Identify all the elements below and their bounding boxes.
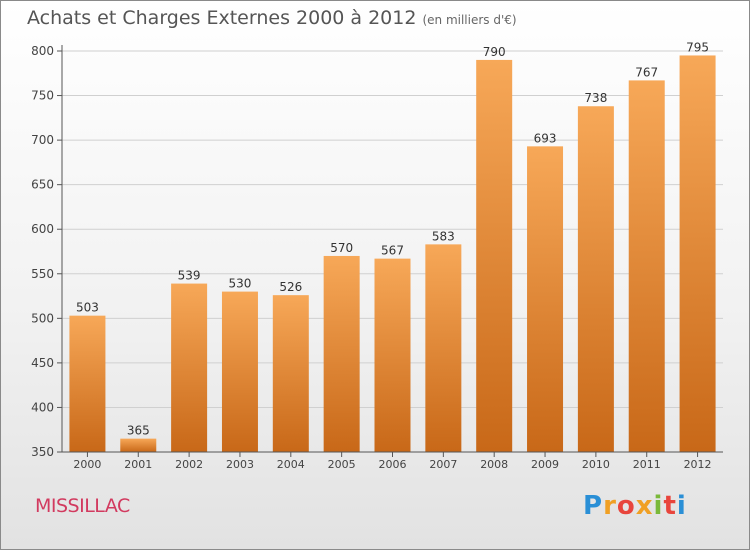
x-tick-label: 2012	[684, 458, 712, 471]
x-tick-label: 2011	[633, 458, 661, 471]
data-label: 539	[178, 269, 201, 283]
axes	[61, 45, 723, 453]
x-tick-label: 2000	[73, 458, 101, 471]
data-label: 583	[432, 229, 455, 243]
y-tick-label: 600	[31, 222, 54, 236]
x-tick-label: 2006	[379, 458, 407, 471]
x-tick-label: 2002	[175, 458, 203, 471]
x-tick-label: 2010	[582, 458, 610, 471]
y-tick-label: 750	[31, 89, 54, 103]
y-tick-label: 550	[31, 267, 54, 281]
bar	[679, 55, 716, 452]
data-label: 795	[686, 40, 709, 54]
chart-title: Achats et Charges Externes 2000 à 2012 (e…	[27, 7, 517, 29]
bars	[69, 55, 716, 453]
bar	[374, 258, 411, 452]
x-tick-label: 2008	[480, 458, 508, 471]
data-label: 530	[229, 277, 252, 291]
data-label: 738	[584, 91, 607, 105]
data-label: 526	[279, 280, 302, 294]
x-tick-label: 2007	[429, 458, 457, 471]
y-axis-ticks: 350 400 450 500 550 600 650 700 750 800	[31, 44, 62, 459]
bar	[527, 146, 564, 453]
data-label: 567	[381, 244, 404, 258]
bar	[69, 315, 106, 452]
bar	[577, 106, 614, 452]
y-tick-label: 800	[31, 44, 54, 58]
y-tick-label: 650	[31, 178, 54, 192]
bar	[272, 295, 309, 452]
x-tick-label: 2003	[226, 458, 254, 471]
x-tick-label: 2009	[531, 458, 559, 471]
chart-title-text: Achats et Charges Externes 2000 à 2012	[27, 7, 417, 29]
y-tick-label: 500	[31, 311, 54, 325]
bar	[323, 255, 360, 452]
y-tick-label: 450	[31, 356, 54, 370]
y-tick-label: 400	[31, 400, 54, 414]
y-tick-label: 700	[31, 133, 54, 147]
bar	[221, 291, 258, 452]
bar	[171, 283, 208, 452]
data-label: 790	[483, 45, 506, 59]
data-label: 693	[534, 131, 557, 145]
data-label: 767	[635, 65, 658, 79]
bar	[628, 80, 665, 452]
data-label: 570	[330, 241, 353, 255]
x-tick-label: 2004	[277, 458, 305, 471]
data-labels: 503 365 539 530 526 570 567 583 790 693 738 767 795	[76, 40, 709, 437]
x-axis-ticks: 2000 2001 2002 2003 2004 2005 2006 2007 2008 2009…	[73, 452, 712, 471]
commune-name: MISSILLAC	[35, 495, 130, 517]
x-tick-label: 2001	[124, 458, 152, 471]
x-tick-label: 2005	[328, 458, 356, 471]
chart-subtitle: (en milliers d'€)	[422, 13, 517, 27]
bar	[425, 244, 462, 452]
bar	[120, 438, 157, 452]
data-label: 365	[127, 424, 150, 438]
bar	[476, 59, 513, 453]
proxiti-logo[interactable]: Proxiti	[583, 491, 687, 521]
data-label: 503	[76, 301, 99, 315]
y-tick-label: 350	[31, 445, 54, 459]
